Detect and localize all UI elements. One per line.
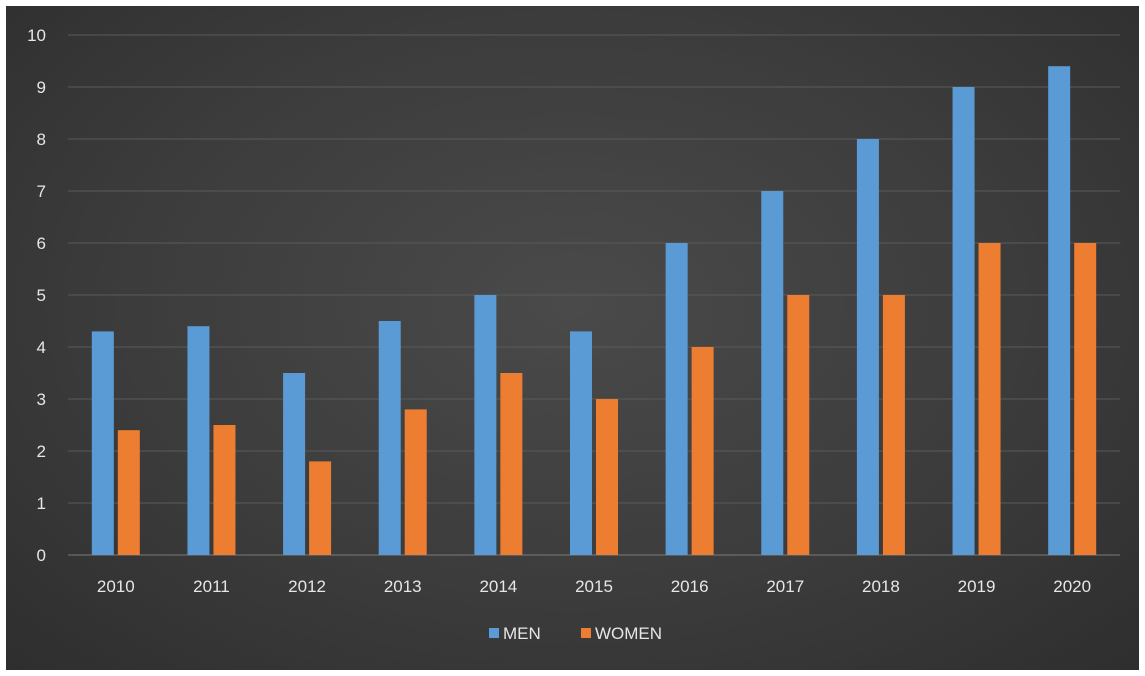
bar-men-2015 (570, 331, 592, 555)
bar-women-2019 (978, 243, 1001, 555)
chart-frame: 0 1 2 3 4 5 6 7 8 9 10 2010 2011 2012 2013 2014 2015 201… (6, 6, 1139, 670)
x-tick-label: 2017 (766, 577, 804, 596)
bar-women-2013 (404, 409, 427, 555)
bar-men-2020 (1048, 66, 1071, 555)
x-tick-label: 2019 (958, 577, 996, 596)
y-tick-label: 8 (37, 130, 46, 149)
legend: MEN WOMEN (489, 624, 662, 643)
x-tick-label: 2016 (671, 577, 709, 596)
x-tick-label: 2018 (862, 577, 900, 596)
gridlines (68, 34, 1120, 556)
y-axis: 0 1 2 3 4 5 6 7 8 9 10 (27, 26, 46, 565)
bar-women-2012 (309, 461, 332, 555)
bar-men-2011 (187, 326, 210, 555)
bar-men-2016 (665, 243, 688, 555)
legend-swatch-women (581, 628, 591, 638)
bar-women-2010 (117, 430, 140, 555)
x-tick-label: 2013 (384, 577, 422, 596)
x-tick-label: 2020 (1053, 577, 1091, 596)
y-tick-label: 9 (37, 78, 46, 97)
y-tick-label: 7 (37, 182, 46, 201)
bar-women-2016 (691, 347, 714, 555)
y-tick-label: 10 (27, 26, 46, 45)
y-tick-label: 3 (37, 390, 46, 409)
x-axis: 2010 2011 2012 2013 2014 2015 2016 2017 2018 2019… (97, 577, 1091, 596)
bar-women-2015 (596, 399, 618, 555)
x-tick-label: 2014 (479, 577, 517, 596)
bar-men-2014 (474, 295, 497, 555)
bar-men-2019 (952, 87, 975, 555)
bar-men-2017 (761, 191, 784, 555)
bar-women-2018 (882, 295, 905, 555)
bar-men-2018 (856, 139, 879, 555)
x-tick-label: 2015 (575, 577, 613, 596)
bar-women-2011 (213, 425, 236, 555)
y-tick-label: 1 (37, 494, 46, 513)
x-tick-label: 2012 (288, 577, 326, 596)
x-tick-label: 2010 (97, 577, 135, 596)
legend-label-men: MEN (503, 624, 541, 643)
y-tick-label: 4 (37, 338, 46, 357)
y-tick-label: 0 (37, 546, 46, 565)
x-tick-label: 2011 (193, 577, 230, 596)
y-tick-label: 6 (37, 234, 46, 253)
legend-label-women: WOMEN (595, 624, 662, 643)
bar-women-2014 (500, 373, 523, 555)
y-tick-label: 2 (37, 442, 46, 461)
bar-men-2013 (378, 321, 401, 555)
legend-swatch-men (489, 628, 499, 638)
y-tick-label: 5 (37, 286, 46, 305)
bar-men-2010 (91, 331, 114, 555)
bar-men-2012 (283, 373, 306, 555)
bars (91, 66, 1097, 555)
bar-women-2017 (787, 295, 810, 555)
bar-women-2020 (1074, 243, 1097, 555)
